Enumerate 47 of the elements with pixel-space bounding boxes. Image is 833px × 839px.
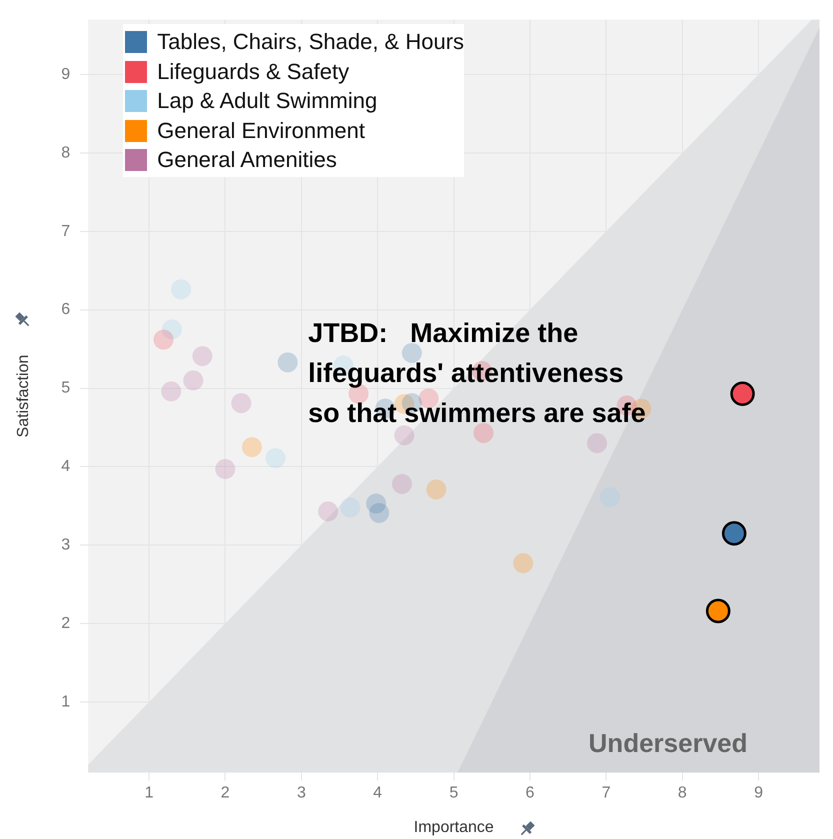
y-tick-label: 6 — [61, 301, 70, 318]
y-tick-label: 3 — [61, 536, 70, 554]
y-tick-label: 9 — [61, 66, 70, 83]
x-tick-label: 8 — [678, 784, 687, 802]
y-tick-label: 5 — [61, 380, 70, 397]
x-tick-label: 4 — [373, 784, 382, 802]
x-tick-label: 2 — [220, 784, 230, 802]
y-tick-label: 4 — [61, 458, 70, 476]
point — [340, 497, 360, 518]
y-tick-label: 8 — [61, 144, 70, 162]
y-tick-label: 7 — [61, 222, 70, 240]
legend-label: Tables, Chairs, Shade, & Hours — [157, 29, 464, 56]
annotation: JTBD: Maximize the lifeguards' attentiveness so that swimmers are safe — [308, 318, 646, 428]
y-axis-title: Satisfaction — [15, 354, 32, 438]
y-tick-label: 1 — [61, 693, 70, 710]
legend-label: Lap & Adult Swimming — [157, 88, 378, 114]
y-tick-label: 2 — [61, 614, 70, 632]
point — [426, 479, 446, 500]
point — [318, 501, 338, 522]
legend-label: General Amenities — [157, 147, 337, 174]
x-tick-label: 7 — [602, 784, 611, 802]
point — [278, 352, 298, 372]
point — [587, 433, 608, 454]
point — [192, 346, 212, 366]
point — [242, 437, 262, 458]
point — [171, 279, 192, 300]
x-tick-label: 1 — [144, 784, 154, 802]
x-tick-label: 9 — [754, 784, 764, 802]
point — [369, 502, 390, 523]
x-tick-label: 3 — [296, 784, 306, 802]
point — [394, 425, 414, 446]
point — [392, 474, 412, 494]
x-tick-label: 5 — [449, 784, 458, 802]
point — [513, 553, 534, 574]
legend-label: Lifeguards & Safety — [157, 58, 350, 85]
point — [402, 342, 422, 363]
point — [266, 448, 286, 468]
point — [161, 381, 182, 402]
point — [231, 393, 252, 414]
legend-label: General Environment — [157, 118, 365, 144]
x-tick-label: 6 — [526, 784, 535, 802]
point — [474, 422, 494, 443]
x-axis-title: Importance — [414, 818, 494, 836]
point — [154, 330, 174, 350]
annotation: Underserved — [588, 728, 748, 758]
point — [183, 370, 204, 390]
point — [215, 459, 236, 480]
